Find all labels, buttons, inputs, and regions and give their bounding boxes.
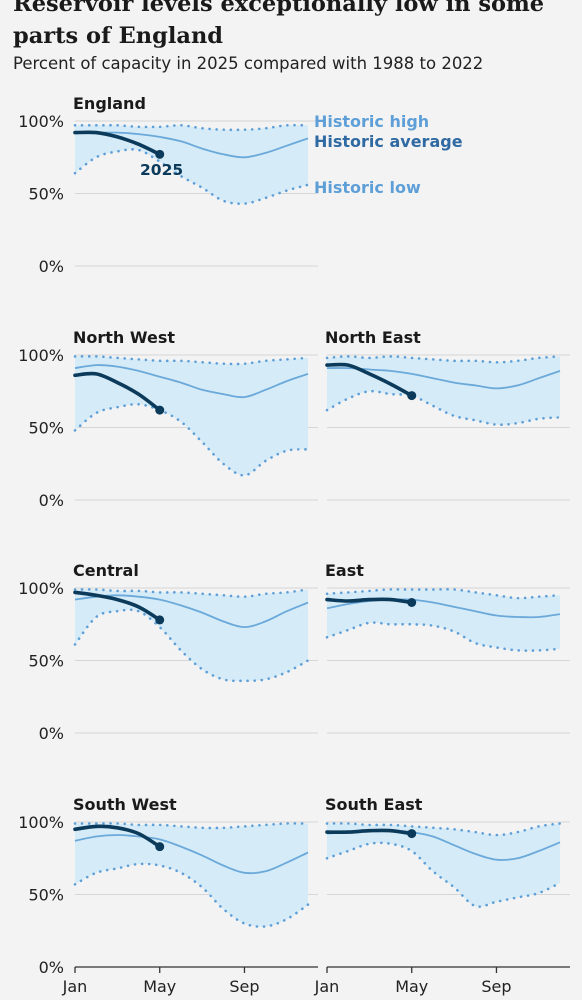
historic-high-line (73, 355, 310, 366)
historic-range-band (327, 356, 560, 425)
current-2025-line (325, 597, 414, 605)
y-tick-label: 100% (18, 579, 64, 598)
panel-title-north-east: North East (325, 328, 421, 347)
panel-title-england: England (73, 94, 146, 113)
y-tick-label: 50% (28, 419, 64, 438)
y-tick-label: 100% (18, 346, 64, 365)
current-2025-endpoint (155, 405, 165, 415)
current-2025-line (73, 130, 162, 157)
historic-range-band (327, 823, 560, 907)
legend-historic-average: Historic average (314, 132, 463, 151)
historic-range-band (75, 823, 308, 927)
historic-high-line (73, 123, 310, 132)
historic-average-line (74, 131, 309, 159)
current-2025-endpoint (155, 149, 165, 159)
chart-title: Reservoir levels exceptionally low in so… (13, 0, 545, 49)
panel-title-south-east: South East (325, 795, 423, 814)
current-2025-endpoint (407, 829, 417, 839)
historic-high-line (73, 588, 310, 599)
panel-title-north-west: North West (73, 328, 175, 347)
historic-high-line (325, 355, 562, 364)
legend-historic-low: Historic low (314, 178, 421, 197)
x-tick-label: May (143, 977, 176, 996)
y-tick-label: 50% (28, 185, 64, 204)
panel-title-south-west: South West (73, 795, 177, 814)
legend-2025-label: 2025 (140, 161, 183, 179)
current-2025-line (73, 590, 162, 622)
historic-high-line (73, 822, 310, 830)
historic-range-band (75, 589, 308, 681)
chart-subtitle: Percent of capacity in 2025 compared wit… (13, 54, 484, 73)
current-2025-endpoint (407, 391, 417, 401)
y-tick-label: 100% (18, 112, 64, 131)
current-2025-line (325, 828, 414, 836)
x-tick-label: Sep (229, 977, 259, 996)
historic-range-band (75, 356, 308, 476)
historic-average-line (74, 364, 309, 399)
y-tick-label: 100% (18, 813, 64, 832)
x-tick-label: May (395, 977, 428, 996)
current-2025-line (325, 362, 414, 398)
x-tick-label: Jan (314, 977, 340, 996)
y-tick-label: 0% (39, 724, 64, 743)
historic-average-line (74, 834, 309, 875)
historic-range-band (327, 589, 560, 651)
y-tick-label: 50% (28, 886, 64, 905)
current-2025-endpoint (407, 598, 417, 607)
historic-average-line (326, 367, 561, 390)
y-tick-label: 50% (28, 652, 64, 671)
current-2025-line (73, 371, 162, 412)
historic-low-line (325, 841, 562, 908)
historic-average-line (74, 594, 309, 629)
historic-low-line (325, 621, 562, 652)
current-2025-line (73, 824, 162, 849)
current-2025-endpoint (155, 842, 165, 852)
x-tick-label: Jan (62, 977, 88, 996)
legend-historic-high: Historic high (314, 112, 429, 131)
y-tick-label: 0% (39, 491, 64, 510)
panel-title-east: East (325, 561, 364, 580)
historic-range-band (75, 125, 308, 204)
y-tick-label: 0% (39, 257, 64, 276)
current-2025-endpoint (155, 615, 165, 625)
y-tick-label: 0% (39, 958, 64, 977)
x-tick-label: Sep (481, 977, 511, 996)
historic-low-line (73, 148, 310, 206)
panel-title-central: Central (73, 561, 139, 580)
